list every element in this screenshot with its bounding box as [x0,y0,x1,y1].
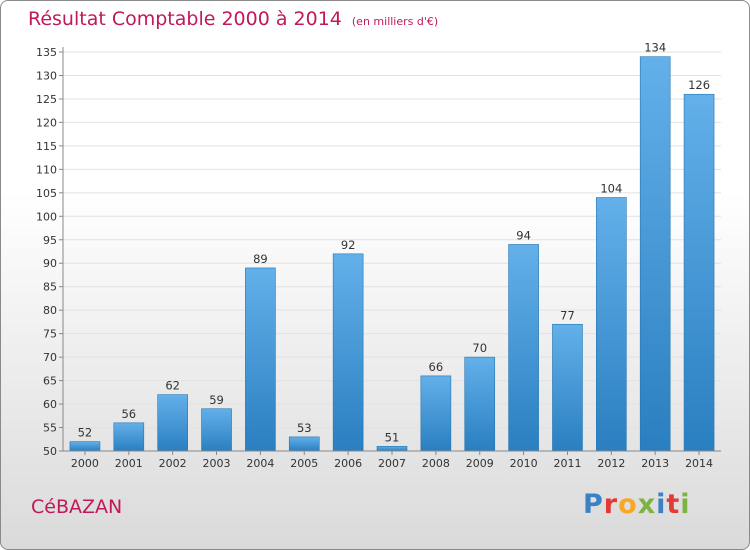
y-tick-label: 85 [43,281,57,294]
x-tick-label: 2003 [203,457,231,470]
logo-letter: P [583,489,604,520]
y-tick-label: 100 [36,210,57,223]
data-label: 134 [644,41,666,55]
bar [69,441,101,452]
logo-letter: i [656,489,667,520]
x-tick-label: 2013 [641,457,669,470]
data-label: 70 [472,341,487,355]
data-label: 94 [516,228,531,242]
data-label: 62 [165,379,180,393]
x-tick-label: 2000 [71,457,99,470]
bar [157,394,188,452]
y-tick-label: 90 [43,257,57,270]
data-label: 51 [385,430,400,444]
y-tick-label: 135 [36,46,57,59]
bar [464,356,496,452]
title-text: Résultat Comptable 2000 à 2014 [28,8,342,30]
proxiti-logo: Proxiti [583,489,691,520]
y-tick-label: 50 [43,445,57,458]
data-label: 92 [341,238,356,252]
data-label: 59 [209,393,224,407]
data-label: 77 [560,308,575,322]
y-tick-label: 70 [43,351,57,364]
commune-name: CéBAZAN [31,496,123,518]
data-label: 89 [253,252,268,266]
bar [508,244,539,452]
x-tick-label: 2005 [290,457,318,470]
bar [683,93,715,452]
x-tick-label: 2007 [378,457,406,470]
y-tick-label: 75 [43,328,57,341]
x-tick-label: 2011 [553,457,581,470]
bar [332,253,364,452]
y-tick-label: 60 [43,398,57,411]
x-tick-label: 2002 [159,457,187,470]
bar [420,375,452,452]
chart-title: Résultat Comptable 2000 à 2014 (en millie… [28,8,438,30]
bar [288,436,320,452]
bar [376,446,408,452]
bar [245,267,276,452]
data-label: 126 [688,78,710,92]
logo-letter: r [603,489,619,520]
x-tick-label: 2010 [510,457,538,470]
logo-letter: i [680,489,691,520]
data-label: 52 [78,426,93,440]
x-tick-label: 2012 [597,457,625,470]
bar [552,323,583,452]
data-label: 66 [429,360,444,374]
bar [113,422,145,452]
y-tick-label: 80 [43,304,57,317]
y-tick-label: 55 [43,422,57,435]
y-tick-label: 120 [36,116,57,129]
bar [596,197,627,452]
y-tick-label: 125 [36,93,57,106]
x-tick-label: 2009 [466,457,494,470]
x-tick-label: 2001 [115,457,143,470]
x-tick-label: 2006 [334,457,362,470]
data-label: 104 [600,182,622,196]
x-tick-label: 2014 [685,457,713,470]
data-label: 56 [121,407,136,421]
x-tick-label: 2008 [422,457,450,470]
data-label: 53 [297,421,312,435]
logo-letter: o [618,489,638,520]
y-tick-label: 95 [43,234,57,247]
bar [639,56,671,452]
y-tick-label: 115 [36,140,57,153]
bar [201,408,232,452]
logo-letter: t [666,489,681,520]
y-tick-label: 105 [36,187,57,200]
logo-letter: x [637,489,657,520]
y-tick-label: 65 [43,375,57,388]
unit-text: (en milliers d'€) [351,15,439,28]
x-tick-label: 2004 [246,457,274,470]
y-tick-label: 130 [36,69,57,82]
y-tick-label: 110 [36,163,57,176]
